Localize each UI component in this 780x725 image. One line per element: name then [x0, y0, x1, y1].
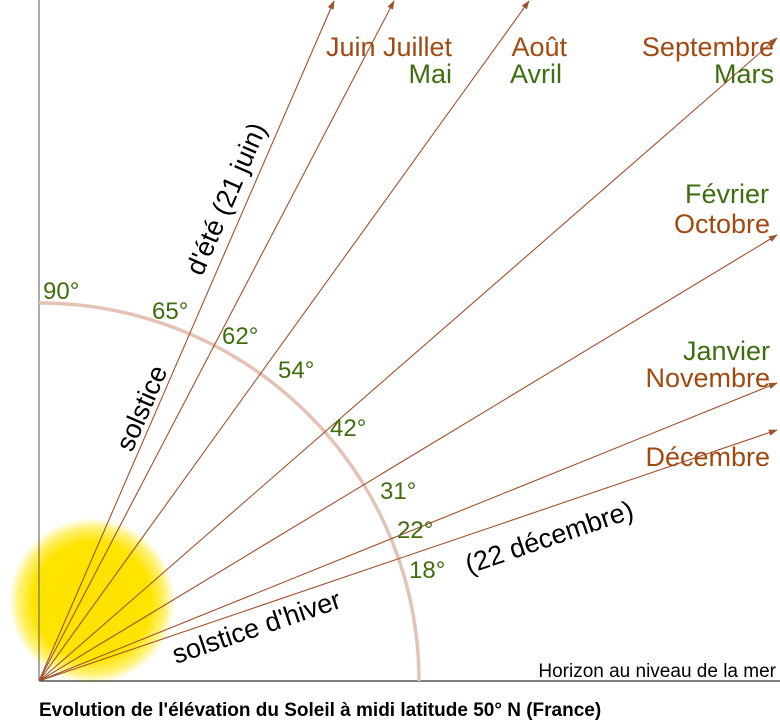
ray-31 — [38, 234, 778, 682]
angle-label-31: 31° — [380, 478, 416, 505]
sun-rays — [38, 0, 778, 682]
angle-label-62: 62° — [222, 323, 258, 350]
ray-65 — [38, 0, 335, 682]
month-label-janvier: Janvier — [683, 336, 770, 366]
ray-62 — [38, 0, 395, 682]
sun — [10, 519, 174, 683]
month-label-mai: Mai — [408, 59, 452, 89]
diagram-title: Evolution de l'élévation du Soleil à mid… — [39, 700, 601, 721]
angle-label-65: 65° — [152, 298, 188, 325]
month-label-decembre: Décembre — [645, 442, 770, 472]
ray-22 — [38, 382, 778, 682]
angle-label-90: 90° — [43, 278, 79, 305]
ray-18 — [38, 429, 778, 682]
elevation-arc — [38, 301, 421, 682]
winter-solstice-label-a: solstice d'hiver — [168, 584, 345, 669]
angle-label-54: 54° — [278, 357, 314, 384]
month-label-septembre: Septembre — [642, 32, 774, 62]
month-label-avril: Avril — [510, 59, 562, 89]
month-label-mars: Mars — [714, 59, 774, 89]
month-label-octobre: Octobre — [674, 209, 770, 239]
summer-solstice-label-b: d'été (21 juin) — [180, 118, 272, 279]
month-label-fevrier: Février — [685, 179, 769, 209]
ray-54 — [38, 0, 530, 682]
ray-42 — [38, 37, 778, 682]
horizon-label: Horizon au niveau de la mer — [538, 661, 776, 682]
angle-label-42: 42° — [330, 415, 366, 442]
month-label-novembre: Novembre — [645, 363, 770, 393]
angle-label-22: 22° — [397, 517, 433, 544]
month-label-juin-juillet: Juin Juillet — [326, 32, 453, 62]
month-label-aout: Août — [511, 32, 567, 62]
angle-label-18: 18° — [409, 557, 445, 584]
